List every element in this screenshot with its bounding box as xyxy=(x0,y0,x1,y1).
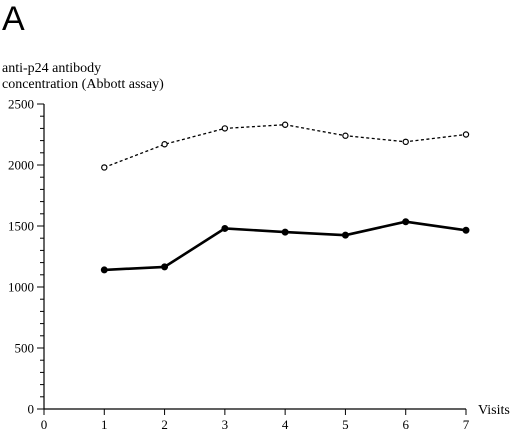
x-tick-label: 6 xyxy=(402,417,409,432)
x-axis-label: Visits xyxy=(478,403,510,418)
open-circle-marker xyxy=(281,121,289,128)
filled-circle-marker xyxy=(221,224,229,232)
filled-circle-marker xyxy=(281,228,289,236)
x-tick-label: 2 xyxy=(161,417,168,432)
x-tick-label: 3 xyxy=(222,417,229,432)
y-tick-label: 1000 xyxy=(8,280,34,295)
x-tick-label: 0 xyxy=(41,417,48,432)
filled-circle-marker xyxy=(161,263,169,271)
open-circle-marker xyxy=(462,131,470,138)
x-tick-label: 7 xyxy=(463,417,470,432)
open-circle-marker xyxy=(101,164,108,171)
open-circle-marker xyxy=(342,132,349,139)
x-tick-label: 4 xyxy=(282,417,289,432)
x-tick-label: 5 xyxy=(342,417,349,432)
x-tick-label: 1 xyxy=(101,417,108,432)
panel-label: A xyxy=(2,0,25,38)
open-circle-marker xyxy=(221,125,229,132)
y-axis-label-line-1: anti-p24 antibody xyxy=(2,61,101,76)
filled-circle-marker xyxy=(462,226,470,234)
y-tick-label: 0 xyxy=(28,402,35,417)
filled-circle-marker xyxy=(100,266,108,274)
series-layer xyxy=(100,121,470,274)
filled-circle-marker xyxy=(341,231,349,239)
x-ticks: 0 1 2 3 4 5 6 7 xyxy=(41,409,470,432)
series-line-dashed xyxy=(104,124,467,169)
open-circle-marker xyxy=(161,141,168,148)
open-circle-marker xyxy=(402,138,409,146)
y-axis-label-line-2: concentration (Abbott assay) xyxy=(2,77,164,92)
y-tick-label: 2000 xyxy=(8,158,34,173)
filled-circle-marker xyxy=(402,218,410,226)
y-tick-label: 500 xyxy=(15,341,35,356)
axes xyxy=(43,104,466,410)
y-ticks: 0 500 1000 1500 2000 2500 xyxy=(8,97,44,417)
y-tick-label: 1500 xyxy=(8,219,34,234)
y-tick-label: 2500 xyxy=(8,97,34,112)
